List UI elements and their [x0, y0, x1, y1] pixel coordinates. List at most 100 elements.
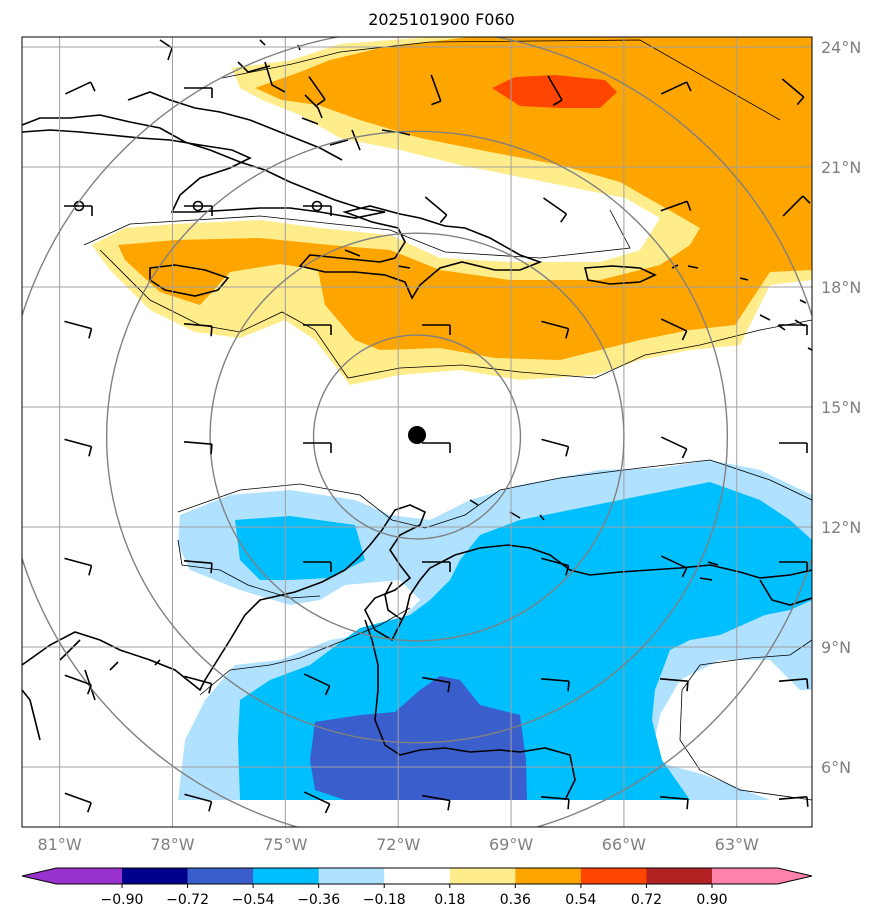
wind-barb: [422, 676, 451, 693]
storm-center-marker: [408, 426, 426, 444]
positive-anomaly-fields: [83, 37, 812, 385]
wind-barb: [64, 320, 93, 339]
coastline-cuba-north: [127, 91, 343, 161]
coastline-maracaibo: [384, 581, 403, 621]
lon-tick-label: 63°W: [715, 835, 759, 854]
colorbar-segment: [449, 868, 516, 884]
lat-tick-label: 21°N: [821, 158, 861, 177]
wind-barb: [183, 440, 213, 455]
colorbar-tick-label: −0.90: [101, 892, 144, 908]
lon-tick-label: 66°W: [602, 835, 646, 854]
range-ring: [209, 232, 625, 642]
wind-barb: [303, 791, 331, 814]
lat-tick-label: 15°N: [821, 398, 861, 417]
contour-fill-royalblue-south: [310, 676, 527, 800]
lat-tick-label: 18°N: [821, 278, 861, 297]
coastline-trinidad: [699, 561, 812, 606]
lon-tick-label: 69°W: [489, 835, 533, 854]
colorbar-tick-label: −0.18: [363, 892, 406, 908]
wind-barb: [303, 205, 332, 216]
colorbar-tick-label: 0.54: [565, 892, 596, 908]
colorbar-segment: [515, 868, 582, 884]
range-ring: [312, 334, 522, 540]
wind-barb: [547, 75, 563, 106]
wind-barb: [184, 87, 213, 98]
wind-barb: [184, 205, 213, 216]
colorbar-segment: [384, 868, 451, 884]
wind-barb: [308, 76, 326, 106]
coastline-puerto-rico: [583, 265, 657, 285]
lat-tick-label: 6°N: [821, 758, 851, 777]
wind-barb: [303, 442, 332, 453]
coastline-small-islands: [344, 249, 411, 269]
negative-anomaly-fields: [177, 459, 812, 801]
wind-barb: [660, 200, 692, 212]
colorbar: −0.90 −0.72 −0.54 −0.36 −0.18 0.18 0.36 0.54 0.7…: [21, 867, 813, 908]
map-plot-area: [22, 37, 812, 827]
wind-barb: [422, 794, 451, 811]
map-title: 2025101900 F060: [368, 10, 515, 29]
lat-tick-label: 9°N: [821, 638, 851, 657]
wind-barb: [659, 795, 689, 810]
wind-barb: [183, 322, 213, 337]
colorbar-tick-label: −0.36: [297, 892, 340, 908]
wind-barb: [64, 674, 92, 695]
lon-tick-label: 78°W: [150, 835, 194, 854]
wind-barb: [64, 557, 93, 576]
colorbar-segment: [187, 868, 254, 884]
colorbar-segment: [122, 868, 189, 884]
wind-barb: [660, 436, 688, 459]
colorbar-tick-label: 0.18: [434, 892, 465, 908]
wind-barb: [540, 677, 570, 692]
wind-barb: [540, 795, 570, 810]
wind-barb: [541, 438, 570, 457]
wind-barb: [779, 561, 808, 572]
colorbar-tick-label: 0.72: [631, 892, 662, 908]
wind-barb: [64, 205, 93, 216]
wind-barb: [660, 555, 688, 578]
wind-barb: [303, 561, 332, 572]
wind-barb: [779, 442, 808, 453]
wind-barb: [659, 677, 689, 692]
coastline-jamaica: [149, 264, 230, 297]
colorbar-segment: [22, 868, 122, 884]
colorbar-segment: [580, 868, 647, 884]
wind-barb: [183, 559, 213, 574]
coastline-south-america: [22, 504, 812, 692]
wind-barb: [422, 324, 451, 335]
wind-barb: [543, 197, 568, 223]
colorbar-segments: [21, 867, 813, 885]
wind-barb: [430, 74, 442, 106]
wind-barb: [422, 442, 451, 453]
colorbar-tick-label: −0.72: [166, 892, 209, 908]
range-ring: [105, 130, 729, 744]
wind-barb: [303, 324, 332, 335]
wind-barb: [422, 561, 451, 572]
colorbar-outline: [21, 867, 813, 885]
colorbar-ticks: −0.90 −0.72 −0.54 −0.36 −0.18 0.18 0.36 0.54 0.7…: [101, 884, 728, 908]
lon-tick-label: 75°W: [263, 835, 307, 854]
wind-barb: [782, 195, 811, 217]
wind-barb: [64, 81, 96, 95]
wind-barb: [660, 81, 692, 95]
map-frame: [21, 36, 813, 828]
wind-barb: [541, 557, 570, 576]
contour-fill-red-north: [492, 75, 617, 108]
lat-tick-label: 24°N: [821, 38, 861, 57]
contour-line-south: [177, 459, 812, 801]
wind-barbs: [64, 74, 811, 814]
wind-barb: [424, 196, 448, 224]
wind-barb: [660, 318, 688, 341]
coastline-hispaniola: [298, 205, 543, 300]
colorbar-segment: [318, 868, 385, 884]
colorbar-tick-label: −0.54: [232, 892, 275, 908]
axis-labels: 81°W 78°W 75°W 72°W 69°W 66°W 63°W 6°N 9°N 12°N 15…: [38, 38, 862, 854]
colorbar-tick-label: 0.36: [500, 892, 531, 908]
wind-barb: [779, 324, 808, 335]
wind-barb: [781, 78, 805, 106]
wind-barb: [64, 438, 93, 457]
contour-fill-orange-north: [118, 37, 812, 360]
lon-tick-label: 72°W: [376, 835, 420, 854]
coastline-venezuela-inland: [364, 619, 576, 801]
range-rings: [22, 37, 812, 827]
